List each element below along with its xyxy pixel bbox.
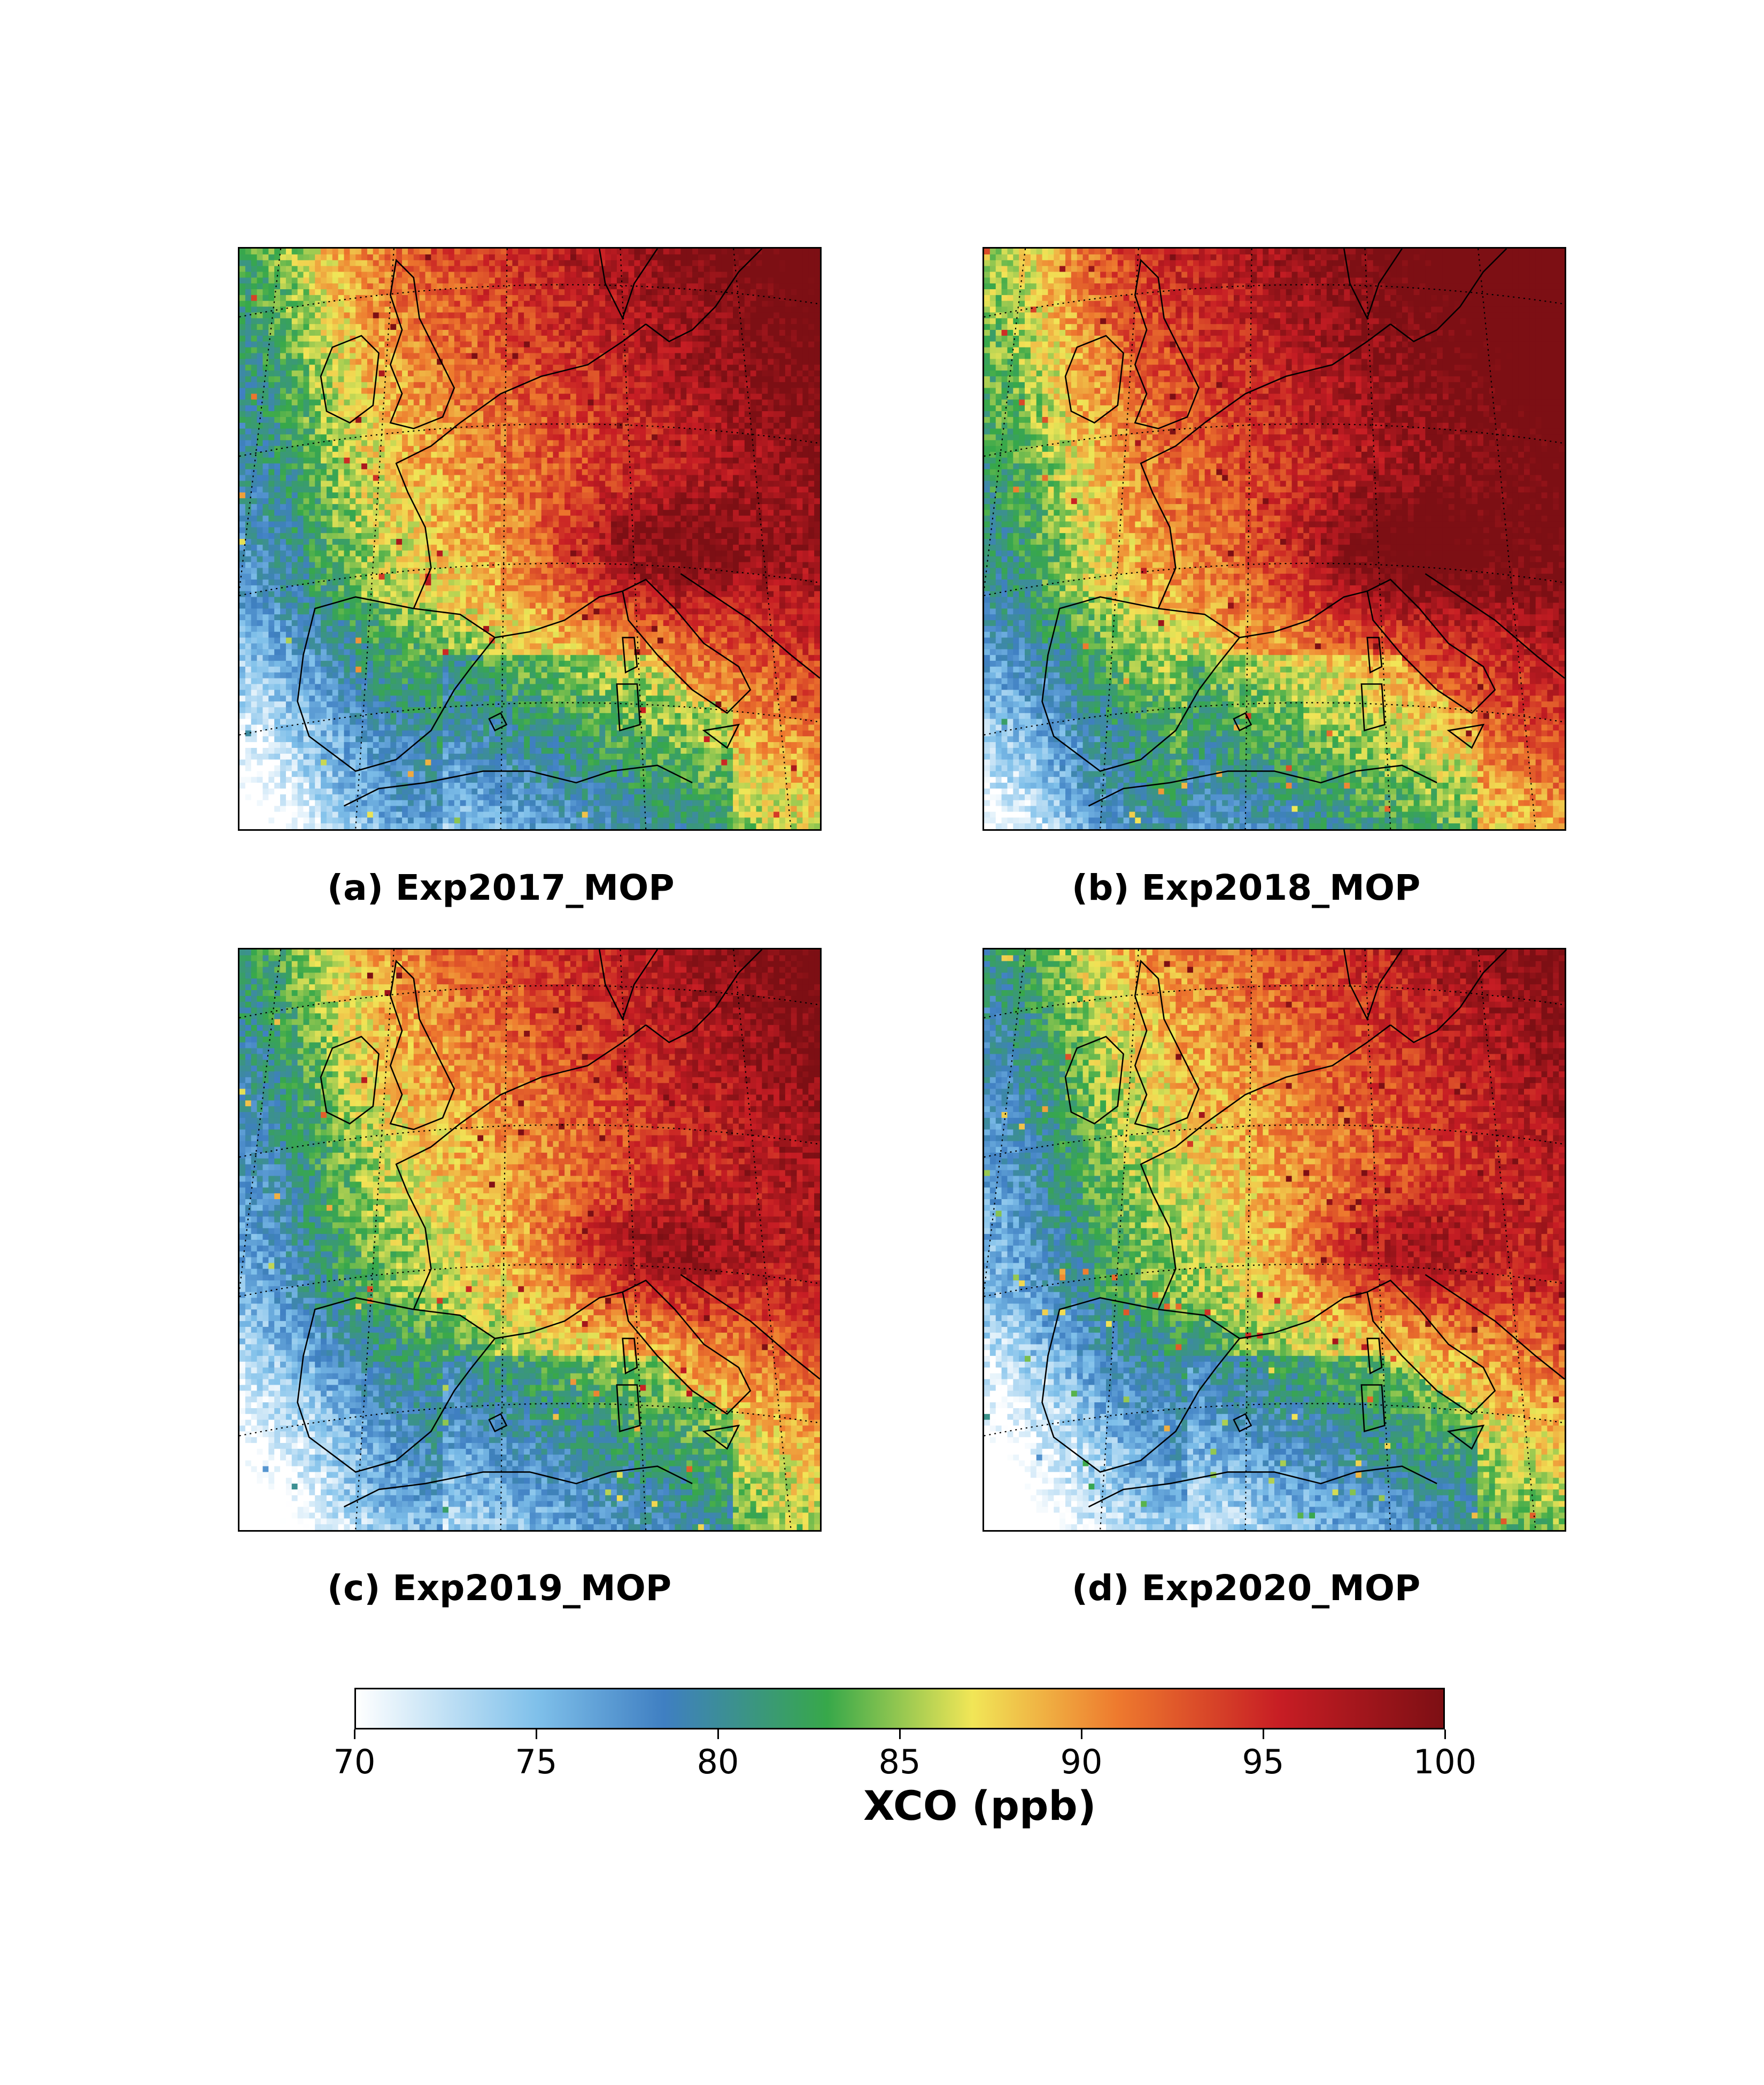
colorbar-tick-label: 70: [334, 1746, 376, 1779]
colorbar-tick-label: 95: [1242, 1746, 1285, 1779]
colorbar-tick-label: 80: [697, 1746, 739, 1779]
colorbar-tick: [535, 1729, 537, 1739]
map-panel-b: [982, 247, 1566, 831]
colorbar-tick-label: 75: [515, 1746, 558, 1779]
colorbar: [354, 1688, 1445, 1729]
panel-caption-d: (d) Exp2020_MOP: [1072, 1571, 1420, 1606]
xco-map-a: [239, 249, 820, 829]
colorbar-label: XCO (ppb): [863, 1786, 1096, 1826]
map-panel-a: [238, 247, 822, 831]
panel-caption-c: (c) Exp2019_MOP: [327, 1571, 671, 1606]
xco-map-c: [239, 949, 820, 1530]
colorbar-tick: [717, 1729, 719, 1739]
colorbar-tick: [1444, 1729, 1446, 1739]
panel-caption-b: (b) Exp2018_MOP: [1072, 870, 1420, 906]
colorbar-tick-label: 90: [1061, 1746, 1103, 1779]
map-panel-d: [982, 948, 1566, 1532]
colorbar-tick: [899, 1729, 901, 1739]
colorbar-tick: [1262, 1729, 1264, 1739]
panel-caption-a: (a) Exp2017_MOP: [327, 870, 675, 906]
colorbar-tick-label: 100: [1413, 1746, 1476, 1779]
colorbar-tick: [1080, 1729, 1082, 1739]
map-panel-c: [238, 948, 822, 1532]
colorbar-tick: [353, 1729, 355, 1739]
xco-map-d: [984, 949, 1565, 1530]
xco-map-b: [984, 249, 1565, 829]
colorbar-tick-label: 85: [879, 1746, 921, 1779]
